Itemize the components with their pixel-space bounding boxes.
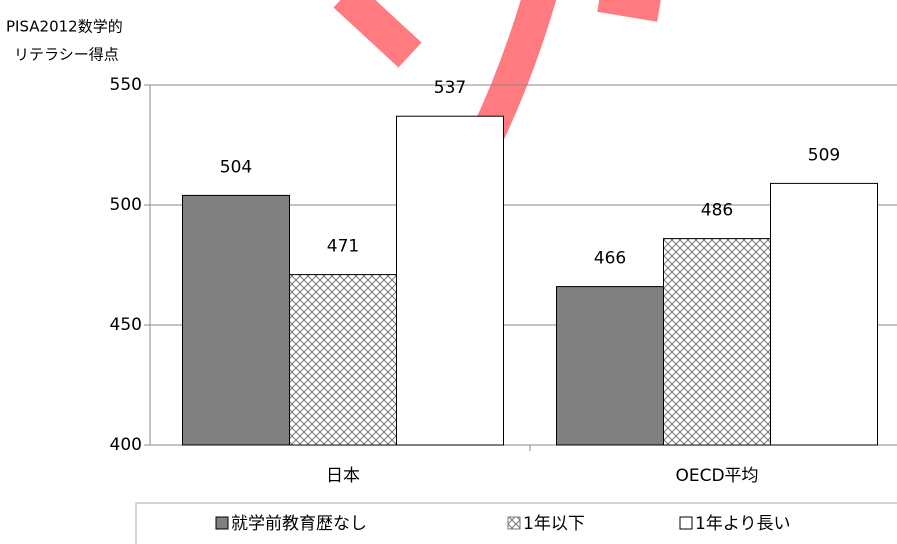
y-tick-label: 500 bbox=[110, 195, 142, 215]
legend-label: 1年より長い bbox=[695, 514, 790, 534]
y-tick-label: 400 bbox=[110, 435, 142, 455]
bar bbox=[663, 238, 771, 446]
bar bbox=[556, 286, 664, 446]
bar bbox=[289, 274, 397, 446]
x-tick-label: 日本 bbox=[326, 466, 360, 486]
y-tick-label: 550 bbox=[110, 75, 142, 95]
y-axis-title: PISA2012数学的 bbox=[6, 18, 123, 36]
bar bbox=[396, 115, 504, 446]
y-axis-title: リテラシー得点 bbox=[14, 46, 119, 64]
legend-marker bbox=[679, 516, 693, 530]
bar bbox=[770, 182, 878, 446]
data-label: 466 bbox=[594, 249, 626, 269]
legend-marker bbox=[215, 516, 229, 530]
x-tick-label: OECD平均 bbox=[675, 466, 758, 486]
data-label: 537 bbox=[434, 78, 466, 98]
data-label: 509 bbox=[808, 145, 840, 165]
legend-label: 1年以下 bbox=[523, 514, 585, 534]
legend-label: 就学前教育歴なし bbox=[231, 514, 367, 534]
data-label: 486 bbox=[701, 201, 733, 221]
data-label: 471 bbox=[327, 237, 359, 257]
bar bbox=[182, 194, 290, 446]
data-label: 504 bbox=[220, 157, 252, 177]
y-tick-label: 450 bbox=[110, 315, 142, 335]
legend-marker bbox=[507, 516, 521, 530]
